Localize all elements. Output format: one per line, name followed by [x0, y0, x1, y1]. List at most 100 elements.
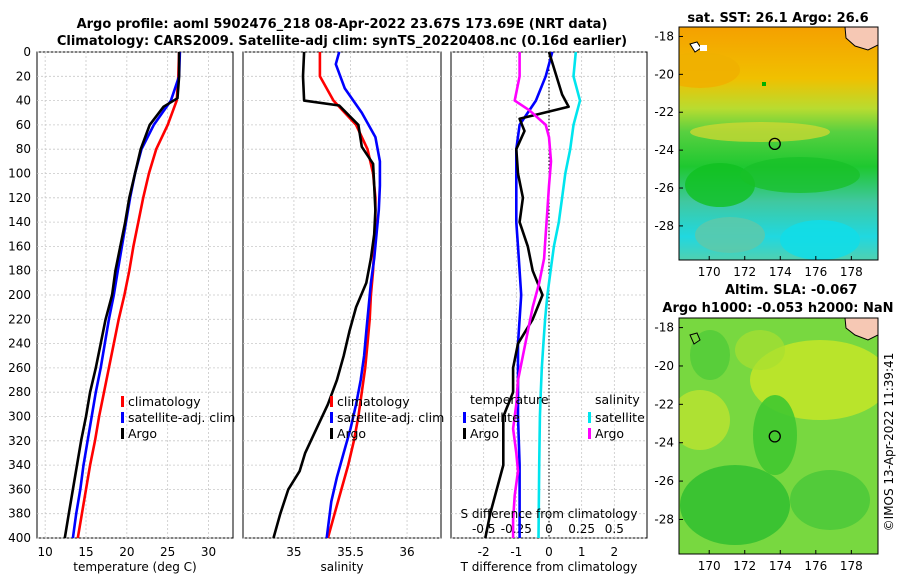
- x-tick-label: 20: [119, 545, 134, 559]
- difference-legend-right: salinity satellite Argo: [588, 392, 645, 441]
- argo-position-marker: [768, 430, 781, 443]
- sst-map-frame: [678, 26, 879, 261]
- longitude-tick-label: 174: [769, 559, 792, 573]
- legend-label-climatology: climatology: [128, 394, 201, 409]
- copyright-label: ©IMOS 13-Apr-2022 11:39:41: [882, 353, 896, 532]
- depth-tick-label: 20: [16, 69, 31, 83]
- depth-tick-label: 180: [8, 264, 31, 278]
- sla-low-patch: [753, 395, 797, 475]
- sst-green-patch: [685, 163, 755, 207]
- temperature-lines: [63, 51, 182, 539]
- x-tick-label: 15: [78, 545, 93, 559]
- sla-map-subtitle: Argo h1000: -0.053 h2000: NaN: [662, 301, 893, 316]
- difference-legend-left: temperature satellite Argo: [463, 392, 549, 441]
- depth-tick-label: 340: [8, 458, 31, 472]
- longitude-tick-label: 172: [733, 265, 756, 279]
- latitude-tick-label: -24: [654, 143, 674, 157]
- depth-tick-label: 120: [8, 191, 31, 205]
- depth-tick-label: 400: [8, 531, 31, 545]
- legend-label-argo: Argo: [470, 426, 499, 441]
- latitude-tick-label: -22: [654, 397, 674, 411]
- legend-label-argo: Argo: [128, 426, 157, 441]
- depth-tick-label: 160: [8, 239, 31, 253]
- depth-tick-label: 60: [16, 118, 31, 132]
- island-landmass: [844, 318, 878, 341]
- series-line-argo: [272, 51, 377, 539]
- temperature-xlabel: temperature (deg C): [73, 560, 196, 574]
- salinity-xlabel: salinity: [320, 560, 363, 574]
- sla-high-patch: [735, 330, 785, 370]
- sla-longitude-ticks: 170 172 174 176 178: [698, 550, 863, 573]
- depth-tick-label: 240: [8, 337, 31, 351]
- depth-tick-label: 0: [23, 45, 31, 59]
- longitude-tick-label: 178: [840, 265, 863, 279]
- legend-swatch-argo: [330, 428, 333, 439]
- depth-tick-label: 100: [8, 167, 31, 181]
- legend-label-satellite: satellite: [470, 410, 520, 425]
- temperature-tick-labels: 10 15 20 25 30: [38, 545, 217, 559]
- latitude-tick-label: -24: [654, 436, 674, 450]
- legend-swatch-argo: [121, 428, 124, 439]
- salinity-legend: climatology satellite-adj. clim Argo: [330, 394, 444, 441]
- sla-high-patch: [679, 390, 730, 450]
- sla-low-patch: [690, 330, 730, 380]
- sla-low-patch: [680, 465, 790, 545]
- sst-green-patch: [740, 157, 860, 193]
- temperature-panel: 0 20 40 60 80 100 120 140 160 180 200 220 240 260 280 3…: [8, 45, 235, 574]
- longitude-tick-label: 170: [698, 559, 721, 573]
- temperature-grid: [37, 51, 233, 539]
- depth-tick-label: 260: [8, 361, 31, 375]
- depth-tick-label: 80: [16, 142, 31, 156]
- longitude-tick-label: 176: [804, 559, 827, 573]
- island-landmass: [689, 332, 701, 345]
- legend-label-satellite: satellite-adj. clim: [337, 410, 444, 425]
- salinity-difference-tick-labels: -0.5 -0.25 0 0.25 0.5: [472, 522, 624, 536]
- series-line-satellite-adj-clim: [71, 51, 182, 539]
- latitude-tick-label: -20: [654, 359, 674, 373]
- sla-map: Altim. SLA: -0.067 Argo h1000: -0.053 h2…: [654, 283, 893, 573]
- depth-tick-label: 280: [8, 385, 31, 399]
- x-tick-label: 36: [399, 545, 414, 559]
- salinity-panel: 35 35.5 36 salinity climatology satellite-…: [242, 51, 444, 574]
- latitude-tick-label: -18: [654, 321, 674, 335]
- longitude-tick-label: 176: [804, 265, 827, 279]
- sla-field: [679, 318, 878, 554]
- sla-latitude-ticks: -18 -20 -22 -24 -26 -28: [654, 321, 683, 526]
- latitude-tick-label: -20: [654, 67, 674, 81]
- series-line-salinity-argo: [511, 52, 553, 538]
- legend-swatch-climatology: [330, 396, 333, 407]
- legend-label-satellite: satellite-adj. clim: [128, 410, 235, 425]
- sst-front-patch: [690, 122, 830, 142]
- argo-position-marker: [768, 137, 781, 151]
- series-line-salinity-satellite: [537, 51, 582, 539]
- depth-tick-label: 40: [16, 94, 31, 108]
- x-tick-label: -2: [478, 545, 490, 559]
- t-difference-xlabel: T difference from climatology: [460, 560, 638, 574]
- top-tick-label: 0.5: [605, 522, 624, 536]
- depth-tick-label: 200: [8, 288, 31, 302]
- x-tick-label: 25: [160, 545, 175, 559]
- missing-data-cell: [700, 45, 707, 51]
- depth-tick-label: 300: [8, 410, 31, 424]
- legend-label-climatology: climatology: [337, 394, 410, 409]
- legend-title-salinity: salinity: [595, 392, 640, 407]
- x-tick-label: 0: [545, 545, 553, 559]
- salinity-grid: [243, 51, 441, 539]
- legend-label-sal-argo: Argo: [595, 426, 624, 441]
- series-line-climatology: [76, 51, 181, 539]
- legend-swatch-climatology: [121, 396, 124, 407]
- legend-swatch-satellite: [330, 412, 333, 423]
- x-tick-label: 10: [38, 545, 53, 559]
- sst-pixel: [762, 82, 766, 86]
- sla-low-patch: [790, 470, 870, 530]
- latitude-tick-label: -22: [654, 105, 674, 119]
- sst-field: [679, 27, 878, 260]
- x-tick-label: 30: [201, 545, 216, 559]
- top-tick-label: 0.25: [568, 522, 595, 536]
- depth-tick-label: 220: [8, 312, 31, 326]
- difference-tick-labels: -2 -1 0 1 2: [478, 545, 618, 559]
- depth-tick-label: 360: [8, 482, 31, 496]
- legend-label-argo: Argo: [337, 426, 366, 441]
- x-tick-label: 1: [578, 545, 586, 559]
- depth-tick-label: 320: [8, 434, 31, 448]
